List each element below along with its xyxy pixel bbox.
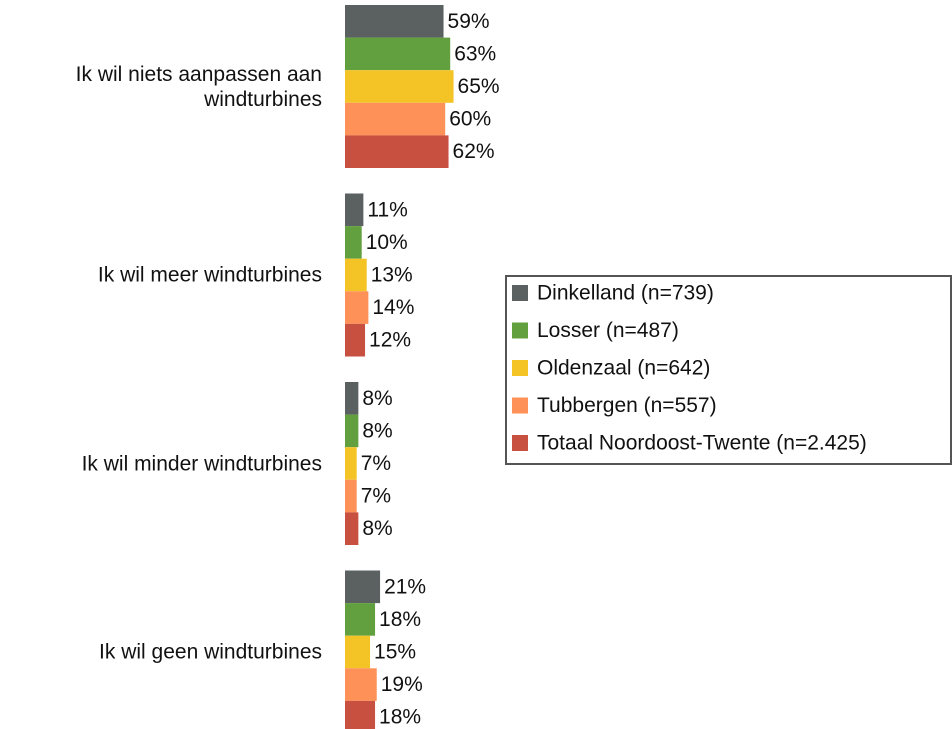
bar xyxy=(345,323,366,357)
bar xyxy=(345,512,359,545)
value-label: 18% xyxy=(379,706,421,729)
value-label: 11% xyxy=(367,198,407,221)
legend-label: Losser (n=487) xyxy=(537,319,679,342)
bar xyxy=(345,102,446,136)
legend-label: Dinkelland (n=739) xyxy=(537,282,714,305)
bar xyxy=(345,635,371,669)
value-label: 60% xyxy=(449,108,491,131)
legend-swatch xyxy=(512,322,528,339)
category-label: Ik wil minder windturbines xyxy=(81,452,322,475)
value-label: 59% xyxy=(448,10,490,33)
value-label: 10% xyxy=(366,231,408,254)
legend-swatch xyxy=(512,435,528,451)
bar xyxy=(345,479,357,513)
value-label: 7% xyxy=(361,452,391,475)
value-label: 18% xyxy=(379,608,421,631)
value-label: 62% xyxy=(453,140,495,163)
value-label: 21% xyxy=(384,575,426,598)
bar xyxy=(345,570,381,604)
value-label: 8% xyxy=(362,419,392,442)
value-label: 12% xyxy=(369,329,411,352)
bar xyxy=(345,5,444,38)
bar xyxy=(345,258,367,292)
bar xyxy=(345,382,359,415)
bar xyxy=(345,70,454,103)
legend-box xyxy=(505,275,952,465)
bar xyxy=(345,37,451,71)
bar xyxy=(345,700,376,729)
bar xyxy=(345,135,449,168)
bar xyxy=(345,414,359,448)
bar xyxy=(345,226,362,259)
value-label: 19% xyxy=(381,673,423,696)
value-label: 65% xyxy=(458,75,500,98)
legend-label: Oldenzaal (n=642) xyxy=(537,357,710,380)
category-label: Ik wil niets aanpassen aan windturbines xyxy=(75,62,322,111)
value-label: 13% xyxy=(371,264,413,287)
bar xyxy=(345,291,369,324)
bar xyxy=(345,193,364,227)
bar xyxy=(345,447,357,480)
category-label: Ik wil geen windturbines xyxy=(99,640,322,664)
legend-swatch xyxy=(512,397,528,414)
value-label: 8% xyxy=(362,517,392,540)
bar xyxy=(345,603,376,636)
value-label: 15% xyxy=(374,641,416,664)
legend-label: Totaal Noordoost-Twente (n=2.425) xyxy=(537,432,867,455)
value-label: 14% xyxy=(372,296,414,319)
category-label: Ik wil meer windturbines xyxy=(97,263,322,287)
legend-swatch xyxy=(512,360,528,376)
legend-label: Tubbergen (n=557) xyxy=(537,394,717,417)
value-label: 63% xyxy=(454,42,496,65)
bar xyxy=(345,668,377,701)
legend-swatch xyxy=(512,285,528,301)
value-label: 8% xyxy=(362,387,392,410)
value-label: 7% xyxy=(361,485,391,508)
